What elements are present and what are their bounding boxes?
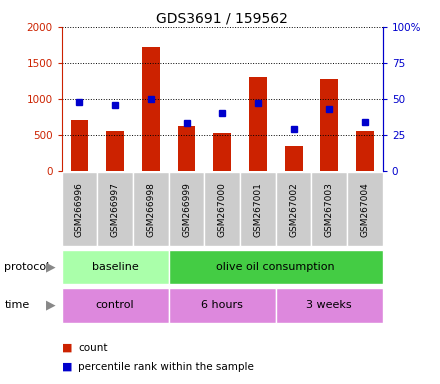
Text: GSM266997: GSM266997 [110,182,120,237]
Text: percentile rank within the sample: percentile rank within the sample [78,362,254,372]
Bar [320,79,338,171]
Bar [169,288,276,323]
Bar [62,250,169,284]
Bar [213,134,231,171]
Bar [62,172,97,246]
Text: time: time [4,300,29,310]
Title: GDS3691 / 159562: GDS3691 / 159562 [156,12,288,26]
Text: GSM266998: GSM266998 [147,182,155,237]
Bar [62,288,169,323]
Text: GSM267001: GSM267001 [253,182,262,237]
Bar [356,131,374,171]
Bar [249,77,267,171]
Bar [142,47,160,171]
Text: ■: ■ [62,362,72,372]
Bar [276,172,312,246]
Text: baseline: baseline [92,262,139,272]
Bar [178,126,195,171]
Text: protocol: protocol [4,262,50,272]
Text: ▶: ▶ [46,260,55,273]
Bar [169,172,204,246]
Bar [133,172,169,246]
Text: GSM266999: GSM266999 [182,182,191,237]
Text: 3 weeks: 3 weeks [306,300,352,310]
Text: ■: ■ [62,343,72,353]
Bar [285,146,303,171]
Text: olive oil consumption: olive oil consumption [216,262,335,272]
Bar [169,250,383,284]
Text: control: control [96,300,135,310]
Bar [70,121,88,171]
Bar [347,172,383,246]
Bar [97,172,133,246]
Text: ▶: ▶ [46,299,55,312]
Bar [204,172,240,246]
Bar [240,172,276,246]
Text: GSM267000: GSM267000 [218,182,227,237]
Bar [312,172,347,246]
Text: 6 hours: 6 hours [201,300,243,310]
Text: GSM267003: GSM267003 [325,182,334,237]
Bar [106,131,124,171]
Text: GSM266996: GSM266996 [75,182,84,237]
Text: GSM267004: GSM267004 [360,182,370,237]
Text: GSM267002: GSM267002 [289,182,298,237]
Text: count: count [78,343,108,353]
Bar [276,288,383,323]
